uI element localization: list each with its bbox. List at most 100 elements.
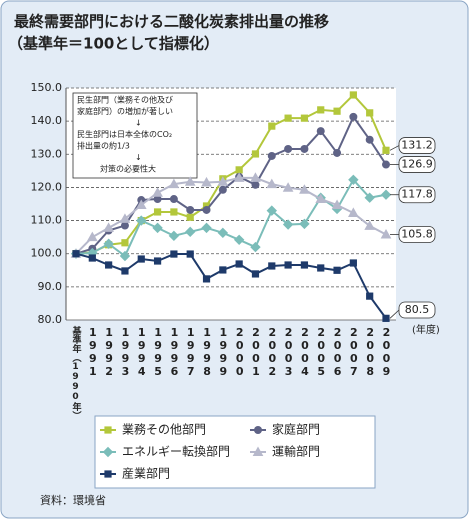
point [348,174,359,186]
point [186,213,194,221]
point [184,176,196,186]
point [170,208,178,216]
point [218,185,227,194]
point [103,222,114,232]
point [382,146,390,154]
point [284,261,292,269]
x-tick-label: 1997 [184,326,197,378]
point [136,215,147,226]
point [119,250,131,262]
x-tick-label: 2006 [331,326,344,378]
point [250,241,261,253]
legend-label: 運輸部門 [272,444,320,459]
point [168,178,180,189]
x-tick-label: 2004 [298,326,311,378]
point [251,180,260,189]
legend-marker [254,426,262,434]
x-tick-label: 1993 [119,326,132,378]
y-tick-label: 150.0 [31,81,63,94]
point [349,259,357,267]
point [251,150,260,158]
source: 資料：環境省 [40,493,106,507]
x-tick-label: 1998 [201,326,214,378]
annotation-box [72,92,198,179]
y-tick-label: 110.0 [31,214,63,227]
point [153,208,162,216]
end-label-box [398,156,436,173]
point [217,176,229,186]
point [333,266,341,274]
point [186,205,195,214]
point [235,260,243,268]
x-tick-label: 1994 [135,326,148,378]
point [284,144,293,153]
point [300,144,309,153]
y-tick-label: 120.0 [31,180,63,193]
point [72,250,80,258]
x-tick-label: 基準年（1990年） [71,325,83,420]
chart-title: 最終需要部門における二酸化炭素排出量の推移 [14,13,329,31]
point [168,230,180,242]
point [219,266,227,274]
x-tick-label: 1992 [103,326,116,378]
series-line [75,176,387,255]
point [152,222,163,234]
end-label-box [398,137,436,154]
annotation-text: 対策の必要性大 [100,164,156,174]
end-label-box [398,301,436,319]
y-tick-label: 90.0 [38,280,63,293]
end-label-box [398,186,436,204]
legend-marker [252,446,264,456]
point [364,192,375,203]
point [300,261,309,269]
point [282,182,294,192]
point [153,195,162,204]
annotation-text: 家庭部門）の増加が著しい [77,106,173,116]
point [299,218,310,230]
point [88,254,96,262]
x-tick-label: 2003 [282,326,295,378]
point [266,205,277,216]
series [70,172,392,258]
point [170,250,178,258]
point [103,238,114,249]
x-tick-label: 2000 [233,326,246,378]
point [137,255,145,263]
point [349,91,357,99]
point [201,176,212,187]
point [201,222,212,234]
point [121,239,129,247]
point [382,314,390,322]
point [86,231,98,242]
legend-label: 業務その他部門 [122,422,206,437]
legend-marker [104,426,112,434]
point [366,292,374,300]
x-tick-label: 1996 [168,326,181,378]
annotation: 民生部門（業務その他及び家庭部門）の増加が著しい↓民生部門は日本全体のCO₂排出… [72,92,198,179]
point [169,195,178,204]
point [317,264,325,272]
point [152,187,163,197]
point [268,262,276,270]
point [119,213,131,223]
point [315,193,327,204]
point [251,270,260,278]
legend-box [94,415,376,489]
point [380,189,392,200]
y-tick-label: 130.0 [31,147,63,160]
point [366,109,374,117]
point [299,184,310,194]
x-tick-label: 2001 [249,326,262,378]
leader-line [389,145,400,151]
point [185,226,196,238]
point [268,122,276,130]
annotation-text: ↓ [135,153,142,162]
point [202,205,211,214]
x-tick-label: 1999 [217,326,230,378]
point [217,227,229,239]
point [266,178,278,189]
point [317,106,325,114]
point [121,267,129,275]
